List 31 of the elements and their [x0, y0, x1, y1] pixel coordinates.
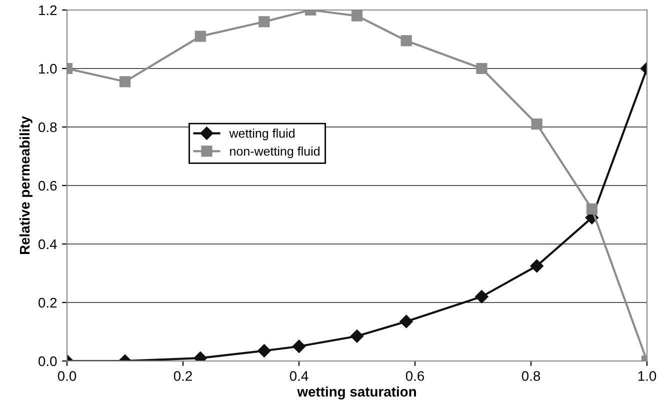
y-axis-title: Relative permeability	[19, 116, 32, 254]
legend-label: wetting fluid	[229, 128, 294, 140]
point	[476, 62, 488, 74]
y-tick-label: 0.0	[38, 356, 57, 366]
x-tick-label: 0.2	[174, 371, 192, 381]
point	[194, 30, 206, 42]
point	[292, 340, 306, 353]
point	[258, 16, 270, 28]
point	[530, 259, 544, 273]
point	[531, 118, 542, 130]
x-tick-label: 0.4	[290, 371, 308, 381]
y-tick-label: 0.6	[38, 180, 57, 191]
legend-label: non-wetting fluid	[230, 146, 320, 158]
y-tick-label: 1.2	[39, 5, 57, 16]
point	[400, 35, 412, 46]
point	[586, 203, 598, 214]
x-tick-label: 0.6	[406, 371, 424, 381]
point	[475, 290, 488, 304]
y-tick-label: 0.4	[38, 239, 57, 250]
point	[351, 10, 363, 22]
point	[400, 314, 413, 328]
point	[350, 330, 364, 343]
point	[119, 76, 131, 88]
x-tick-label: 0.8	[522, 371, 540, 381]
y-tick-label: 0.8	[38, 122, 57, 132]
y-tick-label: 1.0	[39, 64, 57, 74]
y-tick-label: 0.2	[38, 298, 57, 308]
x-axis-title: wetting saturation	[297, 386, 416, 400]
point	[258, 344, 271, 358]
x-tick-label: 1.0	[638, 371, 656, 381]
x-tick-label: 0.0	[58, 371, 76, 381]
